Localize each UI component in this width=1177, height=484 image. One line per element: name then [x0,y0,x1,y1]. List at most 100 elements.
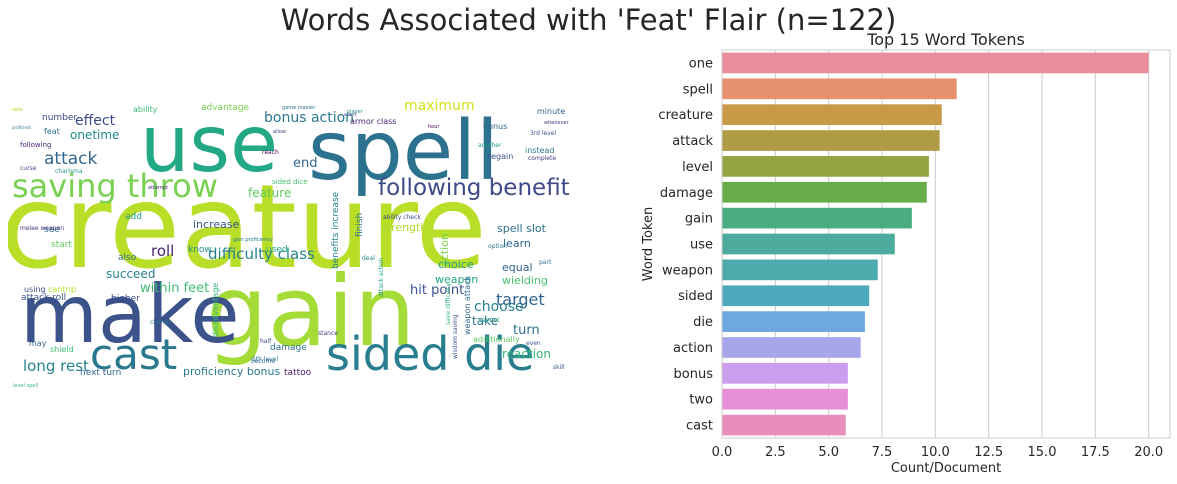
word-action: action [438,233,451,267]
word-cannot: cannot [479,317,500,324]
bar-action [722,337,861,358]
word-reach: reach [262,149,279,156]
y-tick-label: two [689,393,713,408]
word-charisma: charisma [55,168,83,175]
word-curse: curse [20,165,37,172]
word-effect: effect [75,113,116,129]
word-cloud: creature gain make spell use sided die cast sav… [8,97,595,390]
word-see: see [44,225,60,235]
word-advantage: advantage [201,103,250,113]
y-tick-label: action [673,341,713,356]
word-5th-level: 5th level [252,356,278,363]
word-tattoo: tattoo [284,368,312,378]
word-know: know [188,245,212,255]
word-end: end [293,156,318,171]
word-using: using [24,285,46,294]
word-wielding: wielding [502,274,548,287]
word-skill: skill [553,364,565,371]
word-hit-point: hit point [410,283,464,298]
word-use: use [140,100,278,190]
y-tick-label: attack [672,134,713,149]
word-option: option [488,243,507,250]
word-add: add [125,212,142,222]
y-tick-label: damage [660,186,713,201]
word-cast: cast [90,330,177,379]
word-maximum: maximum [404,98,475,114]
word-change: change [150,319,172,326]
bar-chart: Top 15 Word Tokens 0.0 2.5 5.0 7.5 10.0 12.5 15… [641,30,1171,476]
word-deal: deal [362,255,375,262]
word-spell-slot: spell slot [497,222,547,235]
word-ability-check: ability check [383,214,421,221]
word-higher: higher [111,294,140,304]
y-tick-label: gain [685,212,713,227]
word-another: another [478,142,502,149]
word-gain: gain [206,255,415,368]
word-gain-proficiency: gain proficiency [233,237,273,243]
word-creature: creature [8,160,487,295]
word-attack-action: attack action [378,258,385,297]
word-save-difficulty: save difficulty [445,283,452,325]
word-feat: feat [44,127,60,136]
word-also: also [118,253,137,263]
word-allow: allow [273,129,286,135]
bar-level [722,156,929,177]
word-weapon: weapon [435,273,478,286]
word-able: able [12,107,23,113]
bar-gain [722,207,912,229]
word-melee-weapon: melee weapon [20,225,64,232]
word-increase: increase [193,218,240,231]
y-tick-label: use [690,238,713,253]
y-tick-label: spell [683,82,713,97]
word-strength: strength [381,221,427,234]
x-tick-label: 17.5 [1081,445,1110,460]
bar-chart-title: Top 15 Word Tokens [866,30,1025,49]
word-following: following [20,141,51,149]
word-complete: complete [528,155,556,162]
word-3rd-level: 3rd level [530,130,556,137]
word-choice: choice [438,258,474,271]
x-tick-label: 10.0 [921,445,950,460]
word-attack: attack [44,149,98,169]
y-tick-label: sided [678,289,713,304]
word-additionally: additionally [473,335,520,344]
word-saving-throw: saving throw [12,167,218,205]
bar-cast [722,414,846,436]
word-half: half [260,338,272,345]
word-make: make [20,268,240,361]
x-axis-label: Count/Document [891,461,1001,476]
word-even: even [526,340,541,347]
word-roll: roll [151,242,174,260]
bar-use [722,233,895,255]
word-start: start [51,240,72,250]
word-within-feet: within feet [140,281,209,296]
y-tick-label: level [682,160,713,175]
word-damage: damage [270,343,307,353]
word-minute: minute [537,107,565,116]
word-instead: instead [525,146,555,155]
word-sided-dice: sided dice [272,178,308,186]
word-proficiency-bonus: proficiency bonus [183,365,280,378]
word-cantrip: cantrip [48,285,76,294]
x-tick-label: 0.0 [712,445,733,460]
word-may: may [29,339,47,348]
word-whenever: whenever [544,120,570,126]
bar-sided [722,285,870,307]
word-hour: hour [428,124,440,130]
y-tick-label: cast [686,419,713,434]
word-finish: finish [355,213,365,237]
word-feature: feature [248,186,291,200]
word-player: player [347,109,364,115]
word-following-benefit: following benefit [378,175,570,201]
y-tick-label: one [689,56,713,71]
word-become: become [251,358,275,365]
x-tick-label: 12.5 [974,445,1003,460]
bar-two [722,388,848,410]
word-sided-die: sided die [326,327,534,381]
word-difficulty-class: difficulty class [208,245,315,263]
y-tick-label: weapon [662,263,713,278]
word-bonus: bonus [483,122,507,131]
word-shield: shield [50,345,74,354]
word-long-rest: long rest [23,357,89,375]
